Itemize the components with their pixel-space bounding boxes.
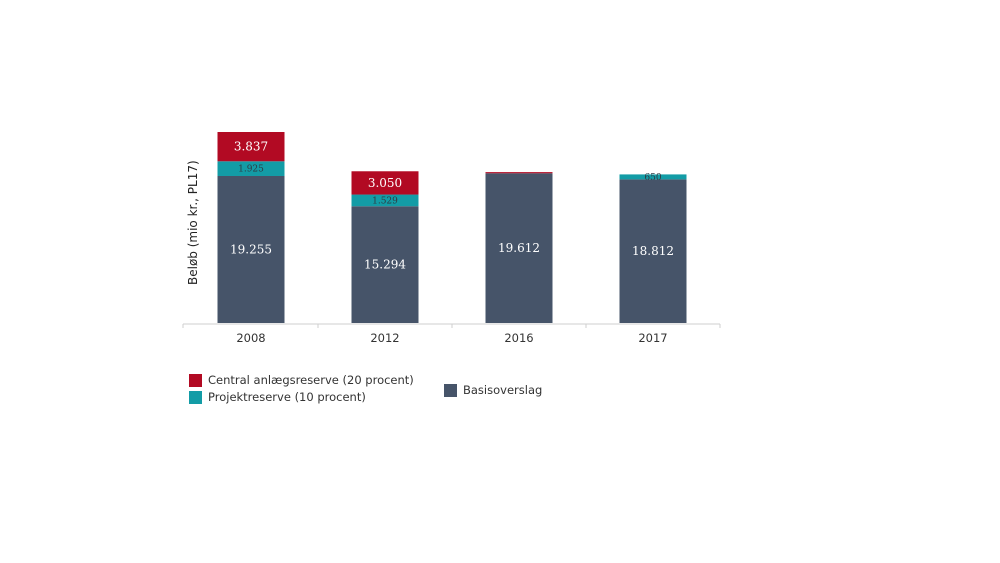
- legend-item-central-anlaegsreserve: Central anlægsreserve (20 procent): [189, 373, 414, 387]
- x-tick-label: 2008: [236, 331, 265, 345]
- data-label: 19.612: [498, 241, 540, 255]
- legend-item-basisoverslag: Basisoverslag: [444, 383, 542, 397]
- bar-segment: [351, 206, 419, 323]
- data-label: 3.837: [234, 140, 268, 154]
- legend-label: Projektreserve (10 procent): [208, 390, 366, 404]
- data-label: 650: [644, 173, 661, 183]
- bar-segment: [485, 173, 553, 323]
- data-label: 1.529: [372, 196, 398, 206]
- bar-segment: [485, 172, 553, 174]
- legend-label: Basisoverslag: [463, 383, 543, 397]
- bar-segment: [217, 161, 285, 176]
- y-axis-label: Beløb (mio kr., PL17): [186, 160, 200, 285]
- legend-swatch: [444, 383, 457, 397]
- bars-layer: 19.255 1.925 3.837 15.294 1.529 3.050 19.612 18…: [217, 132, 687, 323]
- data-label: 15.294: [364, 258, 406, 272]
- x-tick-layer: 2008 2012 2016 2017: [182, 324, 721, 345]
- legend-item-projektreserve: Projektreserve (10 procent): [189, 390, 366, 404]
- bar-segment: [217, 132, 285, 162]
- legend-label: Central anlægsreserve (20 procent): [208, 373, 414, 387]
- bar-segment: [619, 179, 687, 323]
- legend-swatch: [189, 390, 202, 404]
- data-label: 1.925: [238, 165, 264, 175]
- data-label: 19.255: [230, 242, 272, 256]
- legend-swatch: [189, 373, 202, 387]
- bar-segment: [619, 174, 687, 180]
- data-label: 18.812: [632, 244, 674, 258]
- data-label: 3.050: [368, 176, 402, 190]
- x-tick-label: 2016: [504, 331, 533, 345]
- bar-segment: [351, 171, 419, 195]
- x-tick-label: 2012: [370, 331, 399, 345]
- bar-segment: [351, 194, 419, 207]
- x-tick-label: 2017: [638, 331, 667, 345]
- bar-segment: [217, 175, 285, 323]
